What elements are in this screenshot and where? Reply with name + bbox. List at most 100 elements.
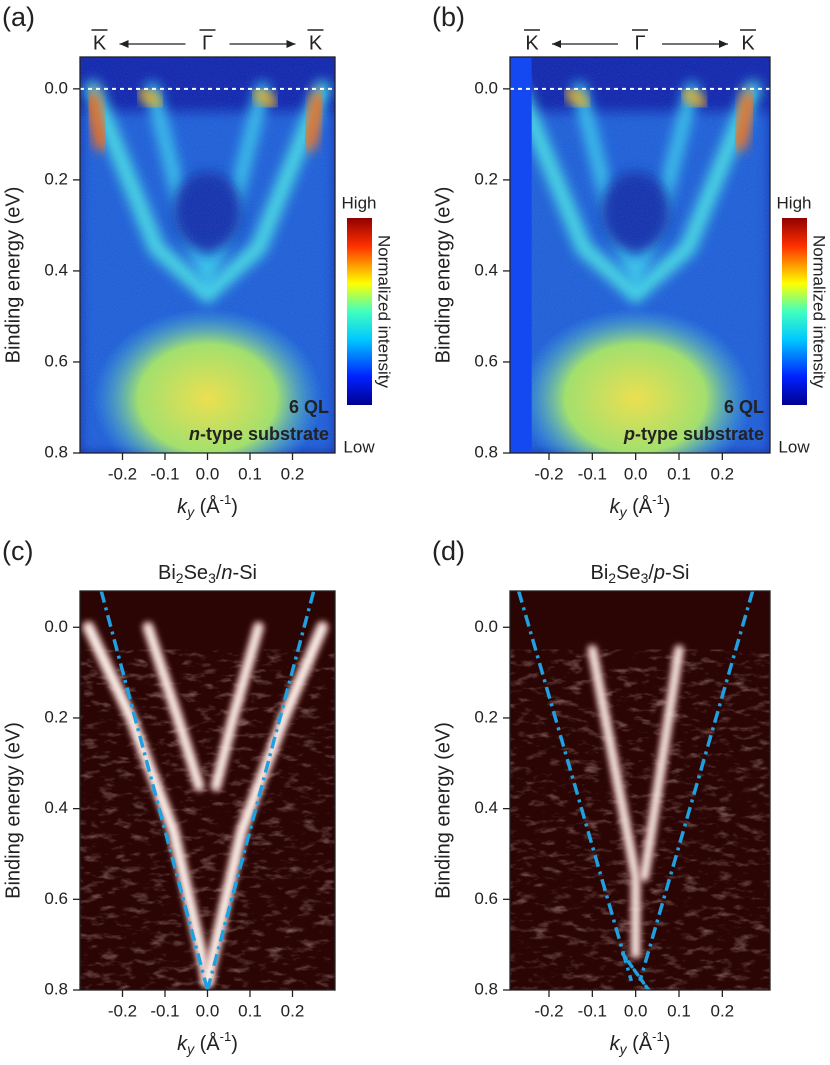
title-part: Se (616, 562, 640, 584)
colorbar-title: Normalized intensity (375, 235, 394, 389)
x-tick-label: 0.1 (667, 464, 691, 483)
title-part: / (648, 562, 654, 584)
intensity-map (510, 591, 770, 990)
x-tick-label: -0.1 (150, 464, 179, 483)
y-axis-label: Binding energy (eV) (432, 722, 454, 899)
x-axis-label: ky (Å-1) (610, 492, 671, 519)
x-tick-label: 0.0 (196, 1001, 220, 1020)
title-part: n (221, 562, 232, 584)
carrier-type: p (623, 424, 635, 444)
title-part: p (653, 562, 665, 584)
y-tick-label: 0.6 (44, 889, 68, 908)
x-tick-label: -0.2 (534, 464, 563, 483)
panel-label: (a) (2, 2, 35, 32)
x-label-part: ) (231, 496, 238, 518)
x-tick-label: 0.0 (624, 464, 648, 483)
x-tick-label: 0.2 (711, 1001, 735, 1020)
y-tick-label: 0.0 (474, 78, 498, 97)
x-label-part: k (610, 1033, 621, 1055)
colorbar-title: Normalized intensity (810, 235, 829, 389)
k-point-label: Γ (634, 32, 645, 54)
x-label-part: -1 (220, 492, 232, 507)
y-tick-label: 0.4 (474, 260, 498, 279)
x-tick-label: -0.2 (534, 1001, 563, 1020)
colorbar-high: High (342, 193, 377, 212)
x-axis-label: ky (Å-1) (610, 1029, 671, 1056)
k-point-label: K (741, 32, 755, 54)
x-label-part: y (186, 1041, 195, 1057)
y-tick-label: 0.6 (44, 351, 68, 370)
x-label-part: k (177, 1033, 188, 1055)
y-axis-label: Binding energy (eV) (432, 187, 454, 364)
panel-label: (d) (432, 536, 465, 566)
k-point-label: K (309, 32, 323, 54)
panel-title: Bi2Se3/p-Si (591, 562, 690, 585)
x-label-part: -1 (652, 492, 664, 507)
arrow-head (119, 40, 129, 48)
x-label-part: y (619, 1041, 628, 1057)
y-tick-label: 0.2 (44, 169, 68, 188)
arrow-head (552, 40, 561, 48)
x-tick-label: -0.2 (108, 1001, 137, 1020)
x-label-part: k (610, 496, 621, 518)
title-part: Se (184, 562, 208, 584)
title-part: Bi (158, 562, 176, 584)
plot-frame (509, 56, 771, 454)
x-tick-label: 0.2 (281, 464, 305, 483)
arrow-head (719, 40, 728, 48)
x-label-part: -1 (652, 1029, 664, 1044)
substrate-label: p-type substrate (623, 424, 764, 444)
intensity-map (80, 591, 335, 990)
y-tick-label: 0.2 (474, 707, 498, 726)
x-tick-label: 0.2 (281, 1001, 305, 1020)
y-tick-label: 0.8 (474, 979, 498, 998)
x-axis-label: ky (Å-1) (177, 1029, 238, 1056)
title-part: 2 (176, 570, 184, 586)
panel: 0.0 0.2 0.4 0.6 0.8 -0.2 -0.1 0.0 0.1 0.2 Binding … (432, 536, 771, 1057)
y-tick-label: 0.6 (474, 351, 498, 370)
colorbar-high: High (777, 193, 812, 212)
panel: 0.0 0.2 0.4 0.6 0.8 -0.2 -0.1 0.0 0.1 0.2 Binding … (432, 2, 829, 520)
x-label-part: -1 (220, 1029, 232, 1044)
title-part: 3 (208, 570, 216, 586)
y-tick-label: 0.6 (474, 889, 498, 908)
y-tick-label: 0.0 (44, 617, 68, 636)
x-label-part: ) (664, 496, 671, 518)
y-tick-label: 0.4 (44, 260, 68, 279)
x-tick-label: 0.1 (238, 464, 262, 483)
x-tick-label: 0.2 (711, 464, 735, 483)
title-part: -Si (665, 562, 689, 584)
title-part: Bi (591, 562, 609, 584)
x-label-part: (Å (194, 495, 220, 518)
substrate-text: -type substrate (200, 424, 329, 444)
x-label-part: y (619, 504, 628, 520)
x-label-part: ) (664, 1033, 671, 1055)
colorbar (782, 218, 807, 405)
title-part: 3 (641, 570, 649, 586)
x-tick-label: 0.0 (624, 1001, 648, 1020)
y-tick-label: 0.4 (44, 798, 68, 817)
x-tick-label: -0.1 (578, 1001, 607, 1020)
k-point-label: K (93, 32, 107, 54)
x-label-part: (Å (627, 1032, 653, 1055)
panel-label: (c) (2, 536, 33, 566)
y-tick-label: 0.4 (474, 798, 498, 817)
title-part: -Si (233, 562, 257, 584)
panel-label: (b) (432, 2, 465, 32)
x-label-part: y (186, 504, 195, 520)
y-tick-label: 0.2 (44, 707, 68, 726)
x-label-part: ) (231, 1033, 238, 1055)
substrate-text: -type substrate (635, 424, 764, 444)
k-point-label: Γ (202, 32, 213, 54)
x-label-part: (Å (627, 495, 653, 518)
y-axis-label: Binding energy (eV) (2, 722, 24, 899)
colorbar (347, 218, 372, 405)
title-part: / (216, 562, 222, 584)
x-tick-label: 0.1 (238, 1001, 262, 1020)
x-tick-label: -0.1 (150, 1001, 179, 1020)
substrate-label: n-type substrate (189, 424, 329, 444)
colorbar-low: Low (343, 437, 375, 456)
thickness-label: 6 QL (289, 397, 329, 417)
